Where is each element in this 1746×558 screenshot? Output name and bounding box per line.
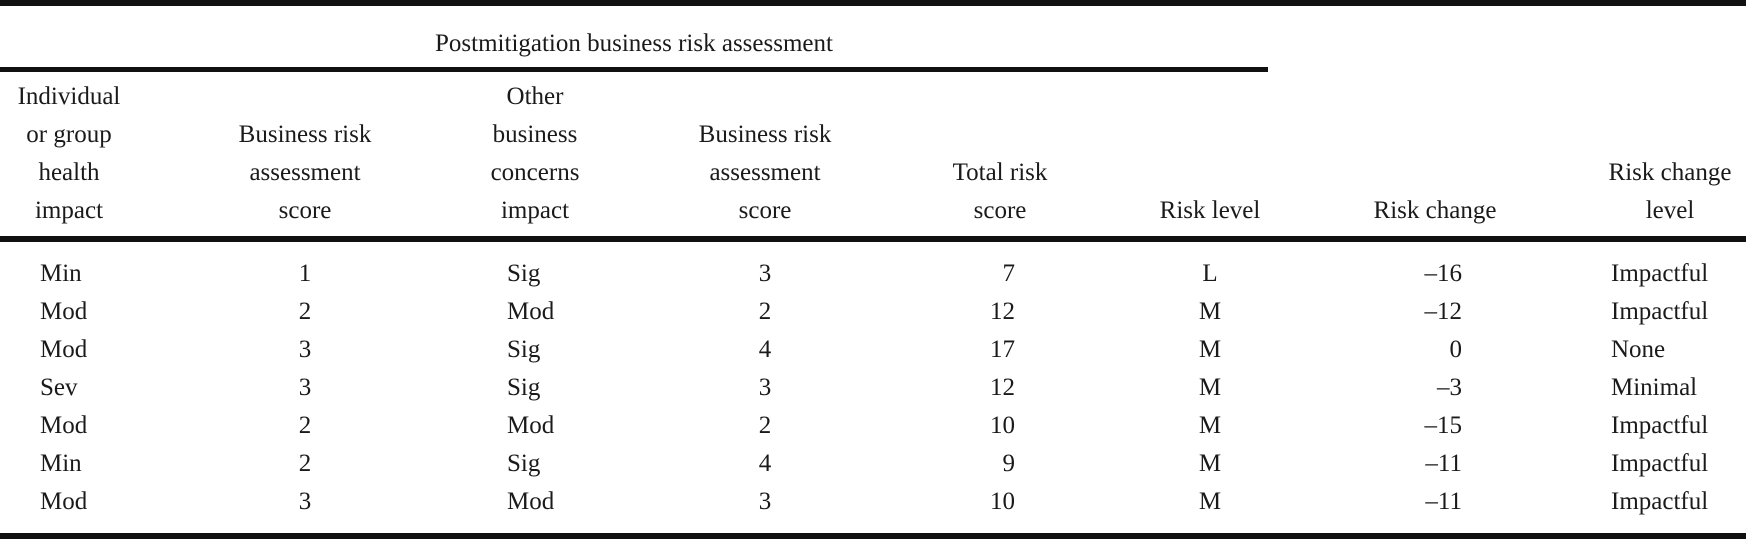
cell-health-impact: Mod <box>40 412 88 439</box>
cell-health-impact: Min <box>40 450 82 477</box>
table-bottom-rule <box>0 533 1746 539</box>
cell-total-risk-score: 12 <box>990 298 1015 325</box>
cell-risk-change-level: Impactful <box>1611 260 1709 287</box>
cell-business-risk-score-2: 4 <box>758 450 772 477</box>
cell-business-risk-score-2: 3 <box>758 374 772 401</box>
cell-total-risk-score: 9 <box>1002 450 1016 477</box>
cell-risk-change: –16 <box>1424 260 1463 287</box>
column-header-business-risk-score-1: Business risk assessment score <box>238 121 372 224</box>
cell-risk-change: –15 <box>1424 412 1463 439</box>
cell-business-risk-score-1: 2 <box>298 450 312 477</box>
cell-risk-change: –11 <box>1425 450 1462 477</box>
cell-risk-level: M <box>1198 336 1222 363</box>
cell-risk-change-level: Impactful <box>1611 298 1709 325</box>
column-header-other-concerns-impact: Other business concerns impact <box>490 83 580 224</box>
cell-other-concerns-impact: Mod <box>507 488 555 515</box>
cell-risk-change-level: Impactful <box>1611 488 1709 515</box>
cell-business-risk-score-1: 3 <box>298 336 312 363</box>
group-header-title: Postmitigation business risk assessment <box>435 30 833 57</box>
cell-business-risk-score-1: 1 <box>298 260 312 287</box>
table-row: Mod 3 Mod 3 10 M –11 Impactful <box>0 483 1746 521</box>
cell-other-concerns-impact: Mod <box>507 298 555 325</box>
table-top-rule <box>0 0 1746 6</box>
cell-other-concerns-impact: Sig <box>507 260 541 287</box>
cell-other-concerns-impact: Mod <box>507 412 555 439</box>
cell-total-risk-score: 10 <box>990 488 1015 515</box>
column-header-business-risk-score-2: Business risk assessment score <box>698 121 832 224</box>
cell-health-impact: Mod <box>40 298 88 325</box>
cell-health-impact: Mod <box>40 336 88 363</box>
table-row: Mod 2 Mod 2 12 M –12 Impactful <box>0 293 1746 331</box>
cell-total-risk-score: 7 <box>1002 260 1016 287</box>
cell-business-risk-score-2: 3 <box>758 488 772 515</box>
cell-business-risk-score-2: 4 <box>758 336 772 363</box>
table-row: Mod 3 Sig 4 17 M 0 None <box>0 331 1746 369</box>
table-body: Min 1 Sig 3 7 L –16 Impactful Mod 2 Mod … <box>0 255 1746 521</box>
cell-other-concerns-impact: Sig <box>507 450 541 477</box>
column-header-risk-change: Risk change <box>1373 197 1497 224</box>
cell-risk-change-level: Impactful <box>1611 450 1709 477</box>
cell-risk-change-level: None <box>1611 336 1666 363</box>
header-bottom-rule <box>0 236 1746 242</box>
cell-risk-level: M <box>1198 374 1222 401</box>
group-header-rule <box>0 67 1268 72</box>
cell-business-risk-score-1: 3 <box>298 374 312 401</box>
cell-other-concerns-impact: Sig <box>507 374 541 401</box>
table-row: Sev 3 Sig 3 12 M –3 Minimal <box>0 369 1746 407</box>
cell-health-impact: Min <box>40 260 82 287</box>
cell-risk-change: 0 <box>1449 336 1463 363</box>
cell-risk-level: M <box>1198 488 1222 515</box>
cell-health-impact: Sev <box>40 374 78 401</box>
cell-risk-level: M <box>1198 412 1222 439</box>
column-header-health-impact: Individual or group health impact <box>17 83 121 224</box>
cell-total-risk-score: 10 <box>990 412 1015 439</box>
cell-other-concerns-impact: Sig <box>507 336 541 363</box>
cell-risk-change: –12 <box>1424 298 1463 325</box>
cell-total-risk-score: 17 <box>990 336 1015 363</box>
cell-business-risk-score-1: 2 <box>298 412 312 439</box>
cell-business-risk-score-1: 2 <box>298 298 312 325</box>
cell-business-risk-score-2: 2 <box>758 298 772 325</box>
cell-business-risk-score-2: 2 <box>758 412 772 439</box>
column-header-risk-level: Risk level <box>1159 197 1261 224</box>
table-row: Min 2 Sig 4 9 M –11 Impactful <box>0 445 1746 483</box>
cell-risk-change-level: Impactful <box>1611 412 1709 439</box>
cell-health-impact: Mod <box>40 488 88 515</box>
column-header-total-risk-score: Total risk score <box>952 159 1048 224</box>
cell-risk-level: M <box>1198 298 1222 325</box>
column-header-risk-change-level: Risk change level <box>1608 159 1732 224</box>
cell-risk-level: M <box>1198 450 1222 477</box>
cell-risk-change-level: Minimal <box>1611 374 1698 401</box>
cell-risk-change: –3 <box>1437 374 1462 401</box>
cell-risk-change: –11 <box>1425 488 1462 515</box>
cell-business-risk-score-1: 3 <box>298 488 312 515</box>
table-row: Mod 2 Mod 2 10 M –15 Impactful <box>0 407 1746 445</box>
cell-risk-level: L <box>1202 260 1218 287</box>
table-row: Min 1 Sig 3 7 L –16 Impactful <box>0 255 1746 293</box>
cell-business-risk-score-2: 3 <box>758 260 772 287</box>
cell-total-risk-score: 12 <box>990 374 1015 401</box>
